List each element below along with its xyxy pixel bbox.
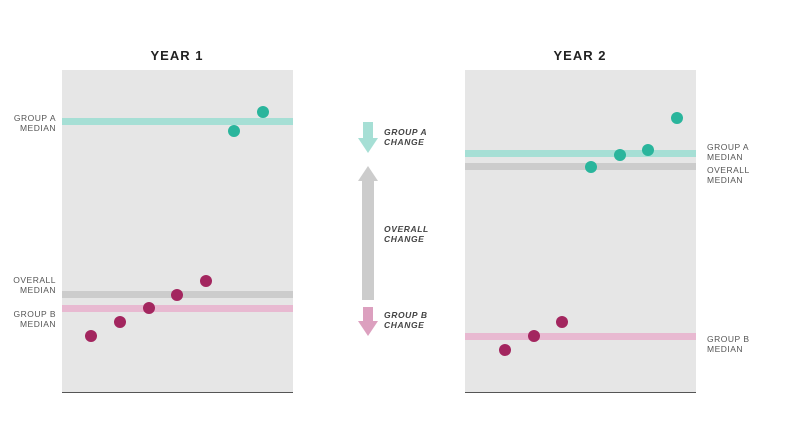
group-b-point [143,302,155,314]
group-a-point [642,144,654,156]
group-b-point [499,344,511,356]
panel-title-year-1: YEAR 1 [150,48,204,63]
group-b-median-line [62,305,293,312]
group-a-point [257,106,269,118]
overall-median-line [465,163,696,170]
group-b-point [85,330,97,342]
group-a-point [228,125,240,137]
group-a-point [614,149,626,161]
panel-year-2 [465,70,696,393]
group-a-point [585,161,597,173]
year-2-group-a-median-label: GROUP A MEDIAN [707,142,750,162]
year-1-group-b-median-label: GROUP B MEDIAN [13,309,56,329]
group-b-point [556,316,568,328]
overall-change-arrow-icon [358,166,378,300]
group-b-point [200,275,212,287]
year-2-group-b-median-label: GROUP B MEDIAN [707,334,750,354]
year-2-overall-median-label: OVERALL MEDIAN [707,165,750,185]
group-b-point [114,316,126,328]
group-a-point [671,112,683,124]
group-b-change-arrow-icon [358,307,378,336]
group-b-point [528,330,540,342]
group-a-median-line [465,150,696,157]
panel-year-1 [62,70,293,393]
group-b-median-line [465,333,696,340]
group-b-change-label: GROUP B CHANGE [384,310,428,330]
year-1-overall-median-label: OVERALL MEDIAN [13,275,56,295]
group-b-point [171,289,183,301]
group-a-change-label: GROUP A CHANGE [384,127,428,147]
group-a-change-arrow-icon [358,122,378,153]
group-a-median-line [62,118,293,125]
overall-change-label: OVERALL CHANGE [384,224,429,244]
panel-title-year-2: YEAR 2 [553,48,607,63]
year-1-group-a-median-label: GROUP A MEDIAN [13,113,56,133]
